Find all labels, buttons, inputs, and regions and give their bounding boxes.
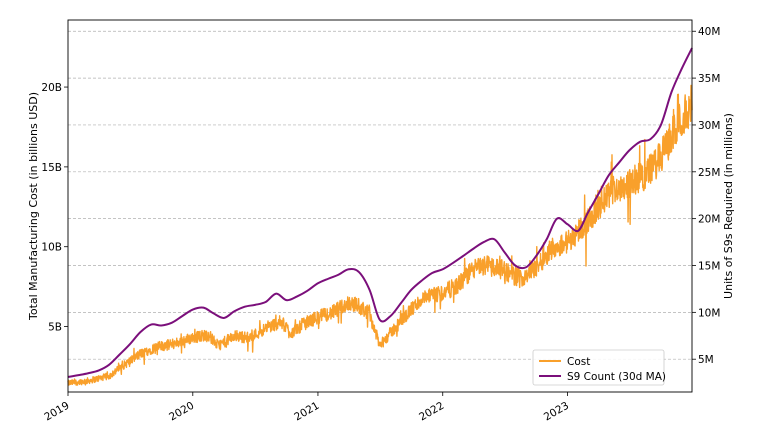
y-left-tick-label: 5B — [48, 322, 62, 334]
plot-frame — [67, 19, 693, 393]
y-right-tick-label: 40M — [698, 26, 720, 38]
cost-series — [67, 84, 693, 386]
x-tick-label: 2021 — [292, 400, 321, 424]
y-right-tick-label: 15M — [698, 261, 720, 273]
y-right-tick-label: 20M — [698, 214, 720, 226]
s9-series — [67, 47, 693, 378]
x-tick-label: 2019 — [42, 400, 71, 424]
y-right-tick-label: 35M — [698, 73, 720, 85]
x-tick-label: 2020 — [167, 400, 196, 424]
y-axis-left: 5B 10B 15B 20B — [41, 82, 68, 334]
y-right-tick-label: 10M — [698, 307, 720, 319]
y-axis-right-title: Units of S9s Required (in millions) — [722, 113, 735, 299]
x-tick-label: 2023 — [542, 400, 571, 424]
legend-box — [532, 349, 665, 386]
y-axis-right: 5M 10M 15M 20M 25M 30M 35M 40M — [692, 26, 720, 366]
series-line-s9-count — [67, 47, 693, 378]
y-axis-left-title: Total Manufacturing Cost (in billions US… — [27, 92, 40, 321]
x-tick-label: 2022 — [417, 400, 446, 424]
x-axis: 2019 2020 2021 2022 2023 — [42, 392, 571, 423]
y-left-tick-label: 10B — [41, 242, 62, 254]
legend: Cost S9 Count (30d MA) — [532, 349, 666, 386]
y-right-tick-label: 25M — [698, 167, 720, 179]
legend-label-s9-count: S9 Count (30d MA) — [567, 371, 666, 383]
y-left-tick-label: 20B — [41, 82, 62, 94]
legend-label-cost: Cost — [567, 356, 590, 368]
y-right-tick-label: 30M — [698, 120, 720, 132]
series-line-cost — [67, 84, 693, 386]
y-left-tick-label: 15B — [41, 162, 62, 174]
y-right-tick-label: 5M — [698, 354, 714, 366]
